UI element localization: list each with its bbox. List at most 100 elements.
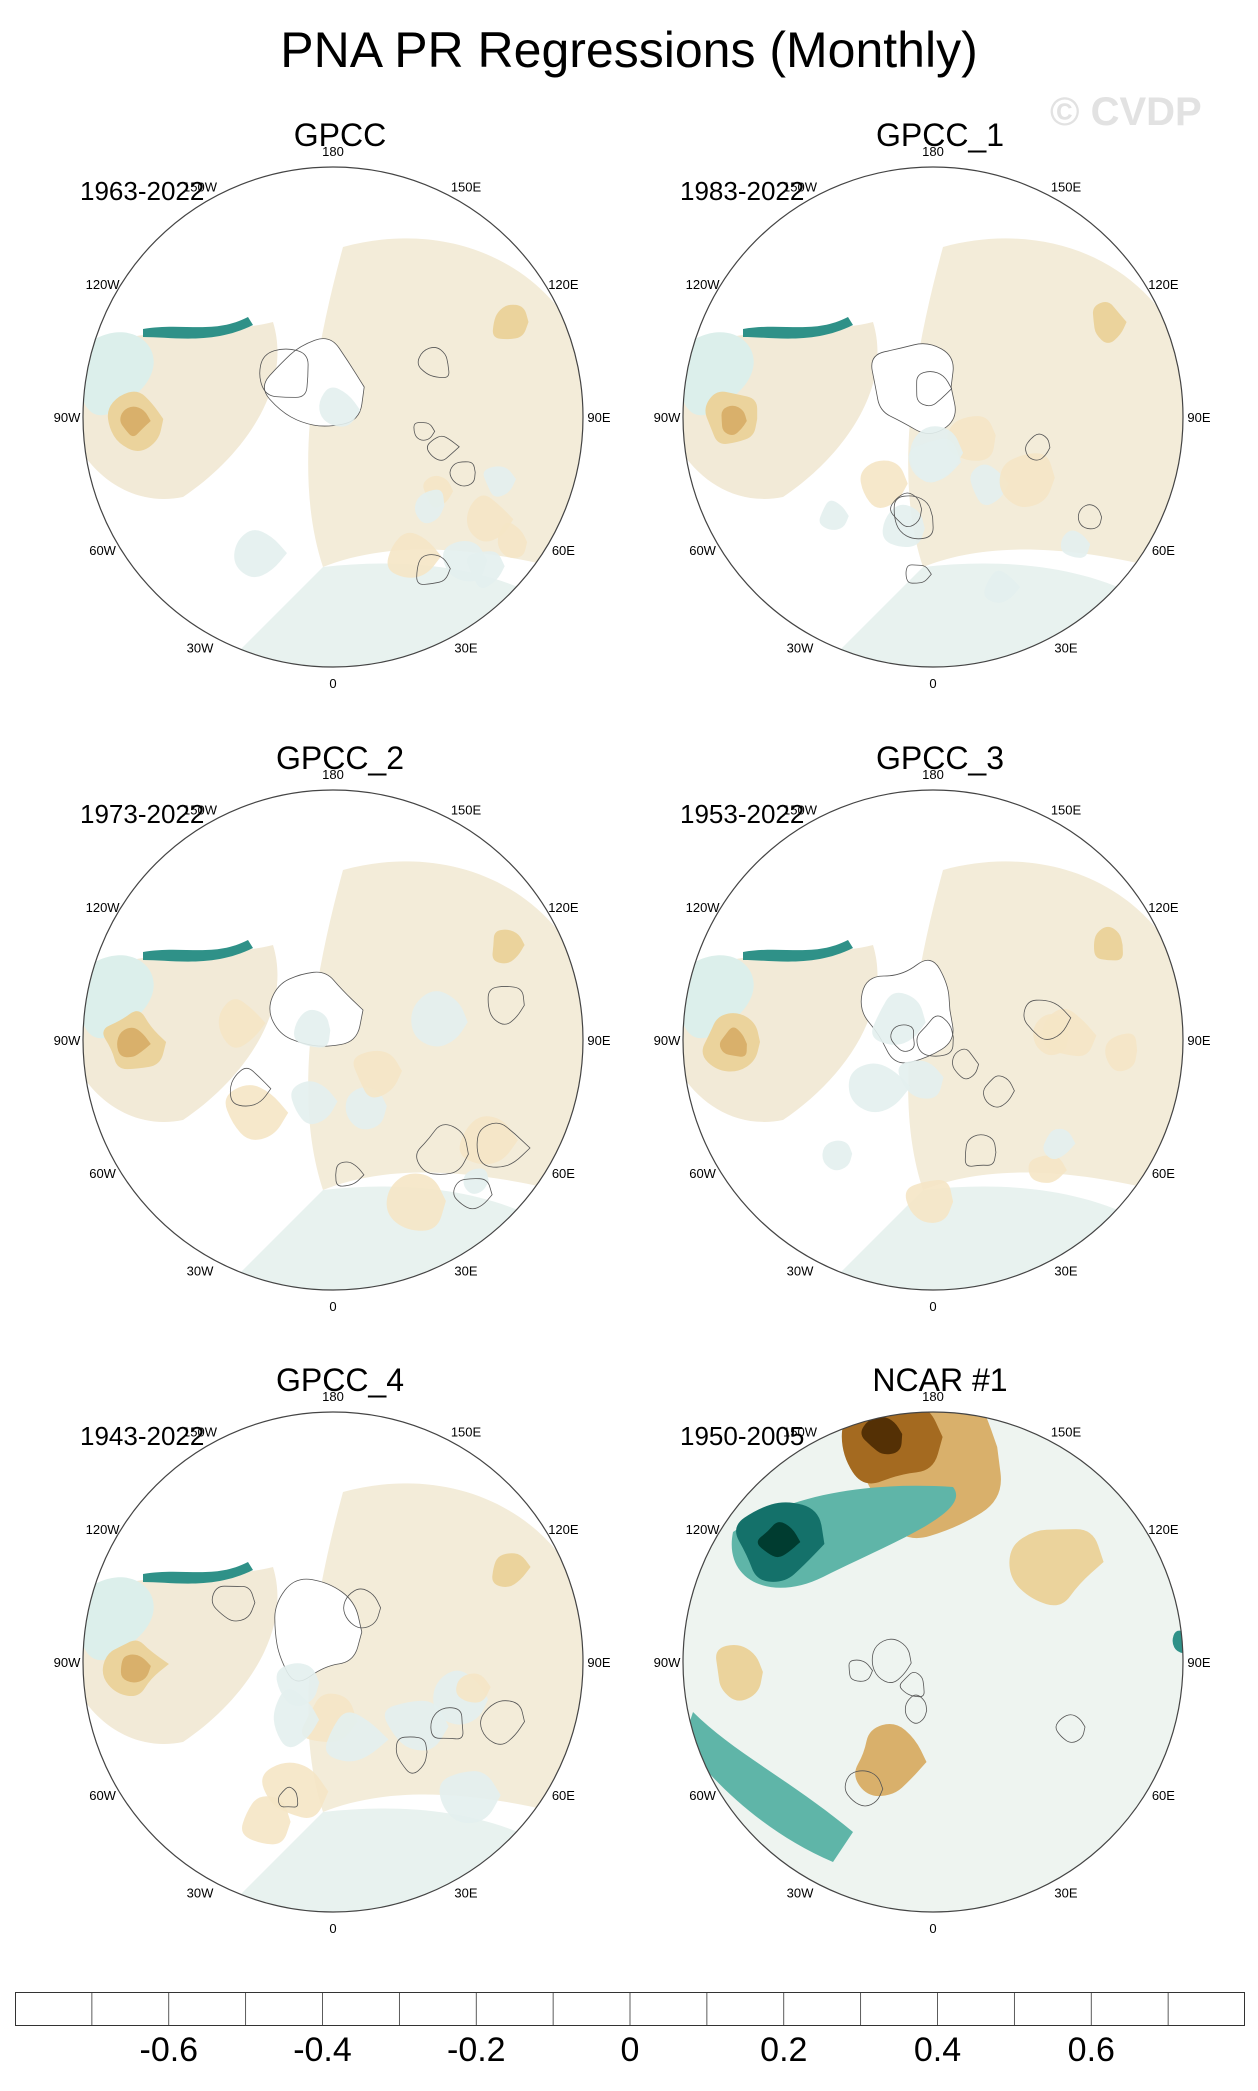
coastline <box>416 554 451 585</box>
longitude-label: 120E <box>1148 900 1179 915</box>
longitude-label: 180 <box>322 144 344 159</box>
east-edge-wet <box>1172 1630 1183 1654</box>
coastline <box>417 347 450 379</box>
anomaly-patch <box>483 466 516 497</box>
anomaly-patch <box>999 453 1055 508</box>
map-field <box>683 1412 1183 1912</box>
panel-period: 1943-2022 <box>80 1421 205 1451</box>
anomaly-patch <box>848 1063 911 1113</box>
map-panel-1: GPCC 1963-2022 180 150E 120E 90E 60E 30E 0 30W 60W… <box>40 115 640 735</box>
anomaly-patch <box>386 1173 446 1231</box>
longitude-label: 90W <box>654 1033 681 1048</box>
panel-title: NCAR #1 <box>872 1362 1008 1398</box>
greenland-outline <box>274 1578 363 1682</box>
longitude-label: 180 <box>922 144 944 159</box>
longitude-label: 60W <box>89 1788 116 1803</box>
coastline <box>899 1672 925 1698</box>
map-panel-2: GPCC_1 1983-2022 180 150E 120E 90E 60E 30E 0 30W 6… <box>640 115 1240 735</box>
coastline <box>848 1659 873 1682</box>
pacific-wet-max <box>757 1522 801 1558</box>
map-field <box>83 167 583 667</box>
coastline <box>335 1161 365 1187</box>
coastline <box>343 1588 382 1629</box>
coastline <box>480 1700 525 1745</box>
anomaly-patch <box>276 1663 320 1706</box>
longitude-label: 90E <box>587 410 610 425</box>
anomaly-patch <box>294 1009 331 1048</box>
dry-anomaly-core <box>721 405 747 436</box>
anomaly-patch <box>463 1168 489 1194</box>
coastline <box>964 1134 997 1167</box>
cvdp-watermark: © CVDP <box>1050 90 1202 134</box>
anomaly-patch <box>1105 1033 1138 1072</box>
longitude-label: 0 <box>329 1299 336 1314</box>
longitude-label: 30W <box>787 1263 814 1278</box>
anomaly-patch <box>291 1081 338 1125</box>
anomaly-patch <box>1028 1155 1067 1183</box>
coastline <box>278 1786 299 1808</box>
longitude-label: 60E <box>552 543 575 558</box>
map-field <box>683 167 1183 667</box>
map-panel-3: GPCC_2 1973-2022 180 150E 120E 90E 60E 30E 0 30W 6… <box>40 738 640 1358</box>
map-field <box>83 1412 583 1912</box>
pacific-coast-band <box>83 1577 154 1661</box>
anomaly-patch <box>345 1087 387 1130</box>
coastline <box>1055 1714 1086 1743</box>
siberia-dry-spot <box>1092 301 1127 343</box>
longitude-label: 120E <box>1148 1522 1179 1537</box>
longitude-label: 30W <box>187 640 214 655</box>
anomaly-patch <box>387 532 442 578</box>
longitude-label: 150W <box>183 180 218 195</box>
coastline <box>893 495 934 540</box>
longitude-label: 0 <box>329 1921 336 1936</box>
longitude-label: 0 <box>929 1299 936 1314</box>
siberia-dry-spot <box>492 1553 531 1587</box>
anomaly-patch <box>898 1060 944 1099</box>
dry-anomaly-core <box>117 1027 151 1058</box>
polar-map: 180 150E 120E 90E 60E 30E 0 30W 60W 90W 120W 150W <box>54 767 611 1314</box>
map-field <box>683 790 1183 1290</box>
longitude-label: 150E <box>451 803 482 818</box>
longitude-label: 90W <box>654 410 681 425</box>
anomaly-patch <box>411 991 468 1047</box>
longitude-label: 30E <box>454 640 477 655</box>
colorbar-tick-label: 0.4 <box>913 2031 962 2069</box>
alaska-wet-strip <box>143 940 253 962</box>
anomaly-patch <box>414 489 445 524</box>
longitude-label: 30W <box>187 1885 214 1900</box>
coastline <box>916 1015 954 1057</box>
anomaly-patch <box>225 1085 289 1140</box>
dry-anomaly-core <box>719 1027 747 1057</box>
longitude-label: 120W <box>686 900 721 915</box>
colorbar-frame <box>15 1992 1245 2026</box>
longitude-label: 30E <box>454 1885 477 1900</box>
coastline <box>476 1122 531 1168</box>
map-panel-6: NCAR #1 1950-2005 180 150E 120E 90E 60E 30E 0 30W… <box>640 1360 1240 1980</box>
anomaly-patch <box>234 530 287 578</box>
longitude-label: 60E <box>552 1166 575 1181</box>
coastline <box>1077 504 1103 530</box>
colorbar-tick-label: 0 <box>620 2031 640 2069</box>
longitude-label: 120W <box>86 1522 121 1537</box>
polar-map: 180 150E 120E 90E 60E 30E 0 30W 60W 90W 120W 150W <box>654 144 1211 691</box>
anomaly-patch <box>319 387 361 427</box>
panel-period: 1973-2022 <box>80 799 205 829</box>
longitude-label: 120W <box>686 1522 721 1537</box>
greenland-outline <box>871 343 956 434</box>
longitude-label: 150E <box>1051 803 1082 818</box>
map-boundary <box>682 166 1184 668</box>
coastline <box>449 461 476 487</box>
longitude-label: 180 <box>322 767 344 782</box>
longitude-label: 30W <box>787 1885 814 1900</box>
longitude-label: 150W <box>783 1425 818 1440</box>
coastline <box>413 422 436 441</box>
longitude-label: 180 <box>922 767 944 782</box>
coastline <box>211 1585 256 1622</box>
longitude-label: 150E <box>1051 1425 1082 1440</box>
longitude-label: 90E <box>1187 1033 1210 1048</box>
map-boundary <box>682 789 1184 1291</box>
panel-title: GPCC_1 <box>875 117 1005 153</box>
map-boundary <box>82 166 584 668</box>
north-pacific-dry-max <box>861 1416 903 1455</box>
coastline <box>871 1638 912 1683</box>
